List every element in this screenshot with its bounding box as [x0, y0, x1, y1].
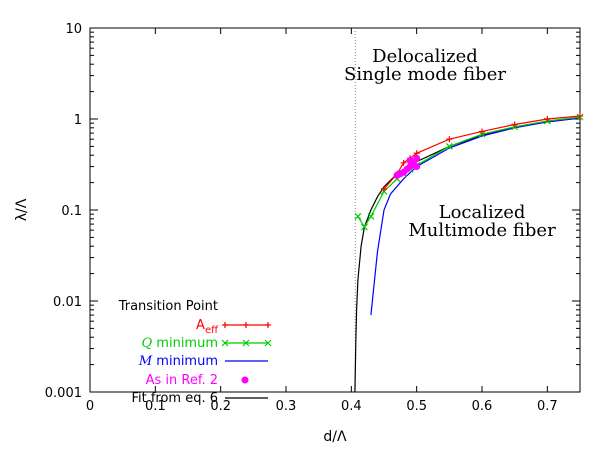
legend-m-rest: minimum [152, 354, 218, 369]
annotation-delocalized: Delocalized [372, 46, 478, 67]
legend-label-fit: Fit from eq. 6 [131, 391, 218, 406]
data-point-q-minimum [367, 212, 375, 220]
x-tick-label: 0.3 [276, 399, 297, 414]
legend-q-symbol: Q [142, 336, 153, 351]
x-tick-label: 0.6 [472, 399, 493, 414]
y-tick-label: 0.1 [61, 204, 82, 219]
data-point-a-eff [400, 159, 407, 166]
legend-marker-q-minimum [221, 339, 229, 347]
x-tick-label: 0.7 [537, 399, 558, 414]
y-axis-label: λ/Λ [14, 198, 30, 221]
legend-aeff-main: A [196, 318, 205, 333]
legend-marker-q-minimum [242, 339, 250, 347]
annotation-single-mode-fiber: Single mode fiber [344, 64, 506, 85]
y-tick-label: 1 [74, 113, 82, 128]
series-line-fit-from-eq-6 [354, 117, 581, 393]
x-tick-label: 0.5 [406, 399, 427, 414]
data-point-a-eff [381, 186, 387, 193]
data-point-a-eff [479, 128, 485, 135]
y-tick-label: 10 [65, 22, 82, 37]
data-point-as-in-ref-2 [413, 154, 421, 162]
legend-marker-a-eff [222, 322, 228, 328]
legend-marker-a-eff [265, 322, 271, 328]
x-tick-label: 0.1 [145, 399, 166, 414]
ticks-layer: 0 0.1 0.2 0.3 0.4 0.5 0.6 0.7 0.001 0.01 0.1 1 10 [45, 22, 580, 414]
data-point-q-minimum [354, 212, 362, 220]
legend-marker-a-eff [243, 322, 249, 328]
legend-marker-as-in-ref-2 [241, 376, 249, 384]
legend-sample-q-minimum [221, 339, 272, 347]
y-tick-label: 0.001 [45, 386, 82, 401]
data-point-as-in-ref-2 [413, 163, 421, 171]
legend-aeff-sub: eff [205, 325, 219, 336]
data-point-q-minimum [360, 223, 368, 231]
legend-q-rest: minimum [152, 336, 218, 351]
x-tick-label: 0.2 [210, 399, 231, 414]
x-tick-label: 0 [86, 399, 94, 414]
x-axis-label: d/Λ [323, 429, 347, 445]
legend-title: Transition Point [118, 299, 218, 314]
x-tick-label: 0.4 [341, 399, 362, 414]
annotation-localized: Localized [439, 202, 526, 223]
series-layer [354, 112, 584, 393]
legend-sample-aeff [222, 322, 271, 328]
legend: Transition Point Aeff Q minimum M minimu… [118, 299, 272, 406]
data-point-q-minimum [445, 142, 453, 150]
legend-marker-q-minimum [264, 339, 272, 347]
legend-sample-ref2 [241, 376, 249, 384]
legend-m-symbol: M [138, 354, 153, 369]
data-point-a-eff [544, 116, 551, 122]
data-point-a-eff [446, 136, 453, 143]
y-tick-label: 0.01 [53, 295, 82, 310]
legend-label-aeff: Aeff [196, 318, 219, 336]
series-line-a-eff [383, 115, 581, 190]
legend-label-q-minimum: Q minimum [142, 336, 219, 351]
data-point-a-eff [511, 121, 518, 128]
data-point-a-eff [577, 112, 583, 119]
legend-label-ref2: As in Ref. 2 [146, 373, 218, 388]
legend-label-m-minimum: M minimum [138, 354, 218, 369]
annotation-multimode-fiber: Multimode fiber [408, 220, 556, 241]
